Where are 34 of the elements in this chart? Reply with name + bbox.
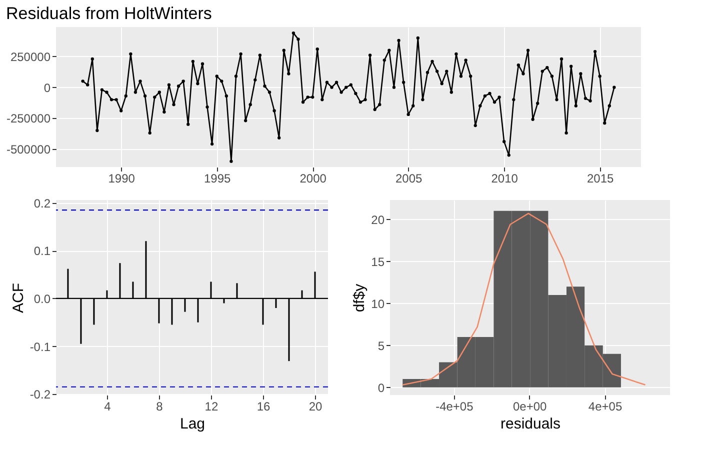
y-tick-label: 10 (371, 296, 385, 311)
x-tick-label: 8 (156, 400, 164, 414)
x-tick-label: 1995 (204, 172, 232, 186)
y-axis-title: df$y (351, 283, 368, 312)
y-tick-label: -0.2 (30, 388, 51, 402)
x-axis-title: residuals (500, 416, 561, 432)
x-tick-label: 16 (256, 400, 270, 414)
y-tick-label: 0 (378, 380, 385, 395)
y-tick-label: 0.2 (34, 196, 51, 210)
x-axis-title: Lag (180, 416, 206, 432)
line-series (402, 212, 646, 386)
x-tick-label: 4e+05 (588, 400, 622, 414)
x-tick-label: 2000 (300, 172, 327, 186)
x-tick-label: 2015 (586, 172, 614, 186)
x-tick-label: 4 (104, 400, 112, 414)
y-tick-label: -250000 (6, 112, 51, 126)
y-tick-label: 0 (44, 80, 51, 95)
y-tick-label: -500000 (6, 142, 51, 156)
y-tick-label: 0.0 (34, 292, 51, 306)
y-tick-label: 15 (371, 254, 385, 269)
x-tick-label: 0e+00 (512, 400, 548, 414)
x-tick-label: 20 (308, 400, 322, 414)
y-tick-label: 5 (378, 338, 385, 353)
x-tick-label: 12 (204, 400, 218, 414)
chart-title: Residuals from HoltWinters (6, 4, 212, 23)
x-tick-label: -4e+05 (436, 400, 474, 414)
x-tick-label: 2005 (395, 172, 423, 186)
y-tick-label: 0.1 (34, 244, 51, 258)
x-tick-label: 2010 (491, 172, 518, 186)
y-tick-label: 250000 (10, 50, 51, 64)
y-tick-label: -0.1 (30, 340, 51, 354)
y-axis-title: ACF (10, 283, 27, 313)
x-tick-label: 1990 (108, 172, 136, 186)
y-tick-label: 20 (371, 212, 385, 227)
